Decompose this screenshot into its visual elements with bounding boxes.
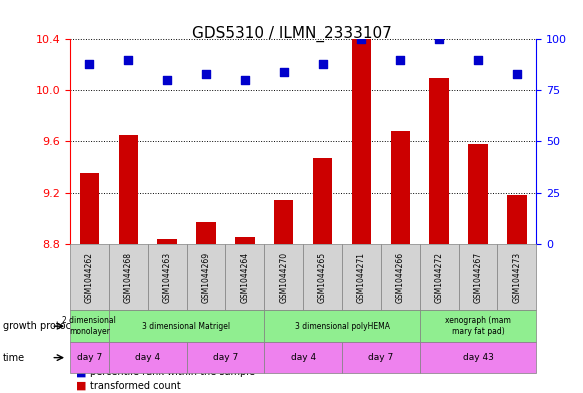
Point — [357, 36, 366, 42]
Text: day 7: day 7 — [368, 353, 394, 362]
Text: GSM1044265: GSM1044265 — [318, 252, 327, 303]
Text: time: time — [3, 353, 25, 363]
Text: GDS5310 / ILMN_2333107: GDS5310 / ILMN_2333107 — [192, 26, 391, 42]
Bar — [80, 173, 99, 244]
Point — [473, 57, 483, 63]
Text: ■: ■ — [76, 367, 86, 377]
Text: day 4: day 4 — [290, 353, 316, 362]
Text: GSM1044263: GSM1044263 — [163, 252, 171, 303]
Bar — [352, 39, 371, 244]
Bar — [391, 131, 410, 244]
Point — [396, 57, 405, 63]
Text: 2 dimensional
monolayer: 2 dimensional monolayer — [62, 316, 117, 336]
Bar — [196, 222, 216, 244]
Bar — [468, 144, 488, 244]
Point — [240, 77, 250, 83]
Point — [163, 77, 172, 83]
Text: 3 dimensional Matrigel: 3 dimensional Matrigel — [142, 322, 231, 331]
Point — [201, 71, 210, 77]
Point — [434, 36, 444, 42]
Bar — [235, 237, 255, 244]
Bar — [507, 195, 526, 244]
Text: GSM1044273: GSM1044273 — [512, 252, 521, 303]
Bar — [274, 200, 293, 244]
Text: GSM1044272: GSM1044272 — [435, 252, 444, 303]
Text: GSM1044262: GSM1044262 — [85, 252, 94, 303]
Bar — [430, 78, 449, 244]
Text: percentile rank within the sample: percentile rank within the sample — [90, 367, 255, 377]
Point — [318, 61, 327, 67]
Text: day 7: day 7 — [213, 353, 238, 362]
Text: day 7: day 7 — [77, 353, 102, 362]
Text: transformed count: transformed count — [90, 381, 181, 391]
Text: GSM1044264: GSM1044264 — [240, 252, 250, 303]
Text: GSM1044267: GSM1044267 — [473, 252, 483, 303]
Text: day 4: day 4 — [135, 353, 160, 362]
Text: GSM1044266: GSM1044266 — [396, 252, 405, 303]
Bar — [313, 158, 332, 244]
Text: GSM1044269: GSM1044269 — [202, 252, 210, 303]
Point — [512, 71, 522, 77]
Text: 3 dimensional polyHEMA: 3 dimensional polyHEMA — [294, 322, 389, 331]
Bar — [157, 239, 177, 244]
Text: day 43: day 43 — [463, 353, 493, 362]
Text: GSM1044268: GSM1044268 — [124, 252, 133, 303]
Bar — [118, 135, 138, 244]
Text: GSM1044270: GSM1044270 — [279, 252, 288, 303]
Point — [85, 61, 94, 67]
Text: xenograph (mam
mary fat pad): xenograph (mam mary fat pad) — [445, 316, 511, 336]
Point — [279, 69, 289, 75]
Text: ■: ■ — [76, 381, 86, 391]
Point — [124, 57, 133, 63]
Text: GSM1044271: GSM1044271 — [357, 252, 366, 303]
Text: growth protocol: growth protocol — [3, 321, 79, 331]
